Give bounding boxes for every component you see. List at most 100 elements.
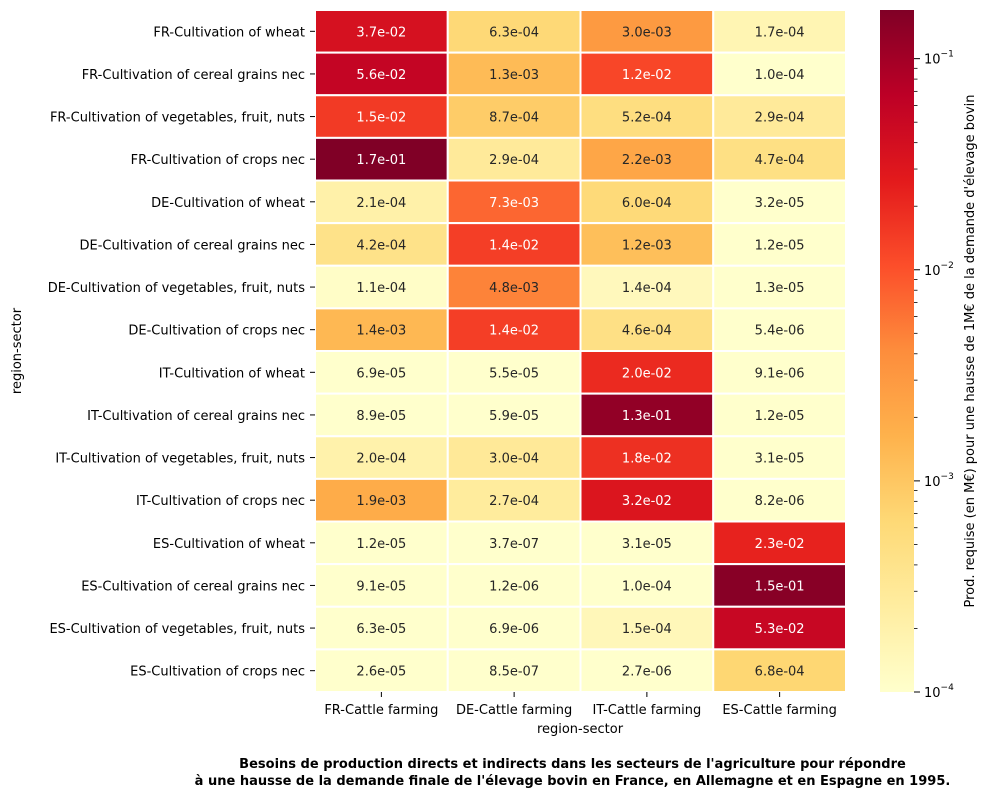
heatmap-cell-label: 8.5e-07 [489, 665, 539, 680]
heatmap-cell [579, 307, 715, 352]
heatmap-cell-label: 3.1e-05 [755, 452, 805, 467]
heatmap-cell-label: 4.8e-03 [489, 281, 539, 296]
heatmap-cell-label: 1.1e-04 [356, 281, 406, 296]
heatmap-cell-label: 5.6e-02 [356, 68, 406, 83]
heatmap-cell-label: 6.8e-04 [755, 665, 805, 680]
heatmap-cell-label: 2.3e-02 [755, 537, 805, 552]
heatmap-cell [712, 350, 847, 395]
heatmap-cell [579, 563, 715, 608]
heatmap-cell-label: 3.2e-05 [755, 196, 805, 211]
heatmap-cell-label: 5.4e-06 [755, 324, 805, 339]
heatmap-cells [314, 9, 847, 693]
heatmap-cell-labels: 3.7e-02 6.3e-04 3.0e-03 1.7e-04 5.6e-02 1.3e-… [356, 25, 804, 679]
y-tick-label: FR-Cultivation of wheat [153, 25, 305, 40]
heatmap-cell [712, 520, 847, 566]
figure-caption-line-1: Besoins de production directs et indirec… [239, 757, 906, 772]
heatmap-cell [712, 51, 847, 97]
heatmap-cell [579, 520, 715, 566]
heatmap-cell-label: 9.1e-06 [755, 366, 805, 381]
heatmap-cell [712, 9, 847, 54]
heatmap-cell [314, 307, 449, 352]
heatmap-cell-label: 6.3e-05 [356, 622, 406, 637]
heatmap-cell [446, 477, 582, 523]
heatmap-cell-label: 4.7e-04 [755, 153, 805, 168]
heatmap-cell-label: 2.6e-05 [356, 665, 406, 680]
colorbar-tick-label: 10−4 [924, 683, 954, 701]
y-tick-label: IT-Cultivation of cereal grains nec [87, 409, 305, 424]
heatmap-cell-label: 1.4e-02 [489, 324, 539, 339]
heatmap-cell-label: 8.7e-04 [489, 111, 539, 126]
heatmap-cell [712, 477, 847, 523]
heatmap-cell [446, 563, 582, 608]
heatmap-cell [446, 435, 582, 480]
heatmap-cell-label: 1.3e-05 [755, 281, 805, 296]
heatmap-cell-label: 6.3e-04 [489, 25, 539, 40]
heatmap-cell-label: 3.0e-03 [622, 25, 672, 40]
heatmap-cell-label: 3.2e-02 [622, 494, 672, 509]
y-tick-label: DE-Cultivation of wheat [151, 196, 305, 211]
heatmap-cell-label: 4.2e-04 [356, 238, 406, 253]
heatmap-cell-label: 1.9e-03 [356, 494, 406, 509]
heatmap-cell [314, 477, 449, 523]
y-tick-label: DE-Cultivation of cereal grains nec [79, 238, 305, 253]
heatmap-cell-label: 2.9e-04 [755, 111, 805, 126]
heatmap-cell [446, 51, 582, 97]
heatmap-cell [712, 222, 847, 267]
heatmap-cell-label: 3.0e-04 [489, 452, 539, 467]
heatmap-cell-label: 1.2e-06 [489, 579, 539, 594]
heatmap-cell-label: 3.1e-05 [622, 537, 672, 552]
y-tick-label: ES-Cultivation of vegetables, fruit, nut… [49, 622, 305, 637]
heatmap-cell-label: 3.7e-02 [356, 25, 406, 40]
heatmap-cell [579, 179, 715, 225]
heatmap-cell-label: 2.1e-04 [356, 196, 406, 211]
heatmap-cell [579, 264, 715, 310]
y-tick-label: DE-Cultivation of vegetables, fruit, nut… [48, 281, 306, 296]
heatmap-cell-label: 8.9e-05 [356, 409, 406, 424]
heatmap-cell-label: 1.0e-04 [622, 579, 672, 594]
colorbar [880, 10, 914, 692]
heatmap-cell-label: 6.0e-04 [622, 196, 672, 211]
x-tick-label: IT-Cattle farming [593, 703, 702, 718]
heatmap-cell-label: 8.2e-06 [755, 494, 805, 509]
y-tick-label: ES-Cultivation of cereal grains nec [81, 579, 305, 594]
heatmap-cell-label: 2.0e-02 [622, 366, 672, 381]
heatmap-cell-label: 5.9e-05 [489, 409, 539, 424]
heatmap-cell-label: 2.2e-03 [622, 153, 672, 168]
heatmap-cell [712, 179, 847, 225]
heatmap-cell [712, 435, 847, 480]
heatmap-cell-label: 1.7e-04 [755, 25, 805, 40]
y-axis: FR-Cultivation of wheat FR-Cultivation of… [48, 25, 315, 680]
heatmap-cell-label: 1.4e-04 [622, 281, 672, 296]
heatmap-cell-label: 1.2e-03 [622, 238, 672, 253]
heatmap-cell-label: 1.5e-01 [755, 579, 805, 594]
heatmap-cell [446, 94, 582, 139]
heatmap-cell-label: 1.4e-02 [489, 238, 539, 253]
heatmap-cell [579, 605, 715, 651]
y-tick-label: FR-Cultivation of vegetables, fruit, nut… [50, 111, 305, 126]
heatmap-cell [712, 563, 847, 608]
heatmap-cell [446, 136, 582, 182]
figure-caption-line-2: à une hausse de la demande finale de l'é… [194, 774, 951, 789]
y-tick-label: DE-Cultivation of crops nec [128, 324, 305, 339]
heatmap-cell-label: 1.3e-03 [489, 68, 539, 83]
heatmap-cell-label: 2.7e-06 [622, 665, 672, 680]
colorbar-tick-label: 10−2 [924, 261, 954, 279]
x-tick-label: ES-Cattle farming [722, 703, 837, 718]
heatmap-cell-label: 5.3e-02 [755, 622, 805, 637]
heatmap-cell-label: 1.2e-02 [622, 68, 672, 83]
heatmap-cell-label: 1.8e-02 [622, 452, 672, 467]
colorbar-label: Prod. requise (en M€) pour une hausse de… [963, 94, 978, 607]
heatmap-cell [446, 222, 582, 267]
y-tick-label: IT-Cultivation of wheat [159, 366, 305, 381]
heatmap-cell-label: 1.4e-03 [356, 324, 406, 339]
heatmap-cell-label: 6.9e-05 [356, 366, 406, 381]
heatmap-cell-label: 2.9e-04 [489, 153, 539, 168]
heatmap-cell-label: 2.0e-04 [356, 452, 406, 467]
y-tick-label: FR-Cultivation of crops nec [131, 153, 305, 168]
heatmap-cell-label: 2.7e-04 [489, 494, 539, 509]
heatmap-cell [446, 9, 582, 54]
y-tick-label: IT-Cultivation of crops nec [136, 494, 305, 509]
heatmap-cell [314, 392, 449, 438]
heatmap-cell-label: 1.2e-05 [356, 537, 406, 552]
